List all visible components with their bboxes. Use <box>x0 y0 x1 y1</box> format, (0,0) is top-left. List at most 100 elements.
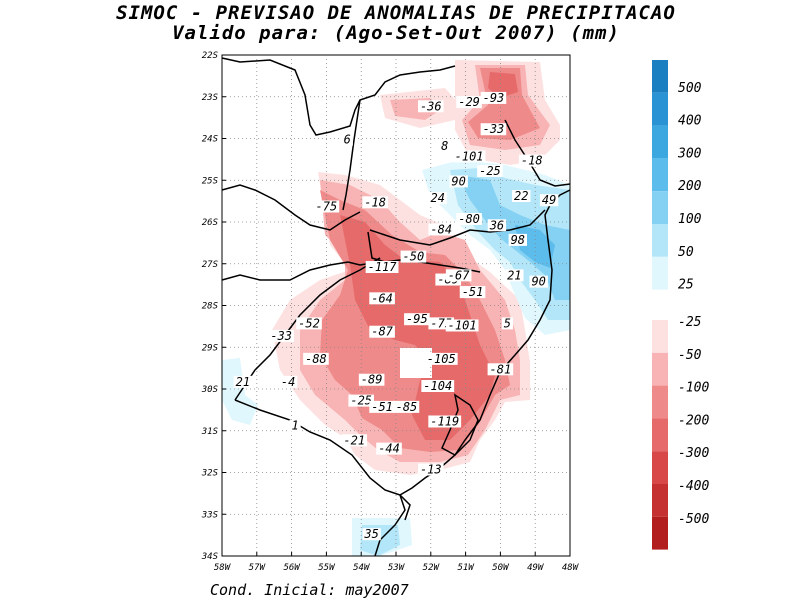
lon-tick-label: 49W <box>527 563 545 573</box>
value-label-bg <box>418 100 444 113</box>
value-label-bg <box>341 434 368 447</box>
value-label-bg <box>341 133 353 146</box>
colorbar-label: -300 <box>678 446 709 461</box>
value-label-bg <box>268 329 294 342</box>
value-label-bg <box>376 442 402 455</box>
lat-tick-label: 32S <box>201 469 219 479</box>
colorbar-swatch-negative <box>652 484 668 517</box>
value-label-bg <box>400 250 427 263</box>
anomaly-value-label: -64 <box>371 291 393 305</box>
lon-tick-label: 52W <box>423 563 441 573</box>
colorbar-label: 400 <box>678 114 702 129</box>
colorbar-label: -400 <box>678 479 709 494</box>
colorbar-label: -500 <box>678 512 709 527</box>
anomaly-value-label: -67 <box>448 268 470 282</box>
anomaly-value-label: -89 <box>361 373 383 387</box>
anomaly-value-label: 21 <box>507 268 521 282</box>
anomaly-value-label: -88 <box>305 352 327 366</box>
field-neg-100-ne <box>468 68 540 140</box>
value-label-bg <box>233 375 253 388</box>
anomaly-value-label: -21 <box>343 433 365 447</box>
anomaly-value-label: -75 <box>316 199 338 213</box>
anomaly-value-label: -25 <box>479 164 501 178</box>
anomaly-value-label: -95 <box>406 312 428 326</box>
anomaly-value-label: 8 <box>441 139 448 153</box>
lat-tick-label: 26S <box>202 218 219 228</box>
initial-condition-label: Cond. Inicial: may2007 <box>210 581 409 599</box>
latitude-labels: 22S 23S 24S 25S 26S 27S 28S 29S 30S 31S 32S 33S 34S <box>201 51 226 562</box>
value-label-bg <box>313 200 340 213</box>
anomaly-value-label: 6 <box>344 133 351 147</box>
value-label-bg <box>487 219 507 232</box>
anomaly-value-label: 36 <box>489 218 504 232</box>
value-label-bg <box>348 394 374 407</box>
colorbar-swatch-negative <box>652 451 668 484</box>
lat-tick-label: 33S <box>201 510 219 520</box>
lat-tick-label: 22S <box>202 51 219 61</box>
anomaly-value-label: 90 <box>531 275 545 289</box>
lon-tick-label: 56W <box>283 563 301 573</box>
anomaly-value-label: -105 <box>427 352 456 366</box>
colorbar-swatch-positive <box>652 224 668 257</box>
lon-tick-label: 58W <box>214 563 232 573</box>
anomaly-value-label: 22 <box>514 189 528 203</box>
value-label-bg <box>452 150 486 163</box>
anomaly-value-label: -50 <box>403 250 425 264</box>
anomaly-value-label: -51 <box>462 285 484 299</box>
anomaly-value-label: 21 <box>236 375 250 389</box>
anomaly-value-label: -87 <box>371 325 393 339</box>
lat-tick-label: 29S <box>202 343 219 353</box>
colorbar-label: 50 <box>678 245 694 260</box>
lat-tick-label: 30S <box>201 385 219 395</box>
lon-tick-label: 50W <box>492 563 510 573</box>
value-label-bg <box>278 375 298 388</box>
anomaly-value-label: -25 <box>350 394 372 408</box>
value-label-bg <box>365 261 399 274</box>
value-label-bg <box>505 269 524 282</box>
colorbar-swatch-positive <box>652 158 668 192</box>
anomaly-value-label: -51 <box>371 400 393 414</box>
anomaly-value-label: -29 <box>458 95 480 109</box>
anomaly-value-label: -36 <box>420 99 442 113</box>
value-label-bg <box>428 415 462 428</box>
value-label-bg <box>362 528 381 541</box>
anomaly-value-label: -101 <box>448 318 477 332</box>
lat-tick-label: 24S <box>202 135 219 145</box>
anomaly-value-label: -81 <box>490 362 512 376</box>
colorbar-swatch-positive <box>652 256 668 290</box>
anomaly-value-label: 5 <box>504 316 511 330</box>
anomaly-value-label: -119 <box>430 414 459 428</box>
value-label-bg <box>428 192 447 205</box>
longitude-labels: 58W 57W 56W 55W 54W 53W 52W 51W 50W 49W 48W <box>214 552 580 573</box>
anomaly-value-label: 1 <box>291 419 298 433</box>
colorbar-label: 200 <box>678 179 702 194</box>
anomaly-value-label: -18 <box>364 195 386 209</box>
value-label-bg <box>456 96 482 109</box>
value-label-bg <box>480 91 507 104</box>
anomaly-value-label: -52 <box>298 316 320 330</box>
border-pr-sc <box>369 209 546 246</box>
value-label-bg <box>393 400 420 413</box>
lon-tick-label: 53W <box>388 563 406 573</box>
lon-tick-label: 55W <box>318 563 336 573</box>
value-label-bg <box>501 317 513 330</box>
value-label-bg <box>303 352 329 365</box>
colorbar-label: 25 <box>678 278 694 293</box>
value-label-bg <box>404 313 430 326</box>
lon-tick-label: 57W <box>249 563 267 573</box>
border-parana-river <box>342 99 361 211</box>
value-label-bg <box>289 419 301 432</box>
lon-tick-label: 54W <box>353 563 371 573</box>
lat-tick-label: 27S <box>202 260 219 270</box>
map-subtitle: Valido para: (Ago-Set-Out 2007) (mm) <box>172 22 620 44</box>
lat-tick-label: 23S <box>202 93 219 103</box>
value-label-bg <box>369 400 395 413</box>
anomaly-value-label: -4 <box>281 375 295 389</box>
colorbar-swatch-negative <box>652 320 668 353</box>
lat-tick-label: 31S <box>201 427 219 437</box>
value-label-bg <box>445 319 479 332</box>
colorbar-swatch-positive <box>652 125 668 159</box>
anomaly-value-labels: -36 -29 -93 -33 8 -101 -18 -25 90 22 49 24 -75 -18 -80… <box>233 91 559 541</box>
colorbar-swatch-negative <box>652 418 668 452</box>
value-label-bg <box>296 317 322 330</box>
